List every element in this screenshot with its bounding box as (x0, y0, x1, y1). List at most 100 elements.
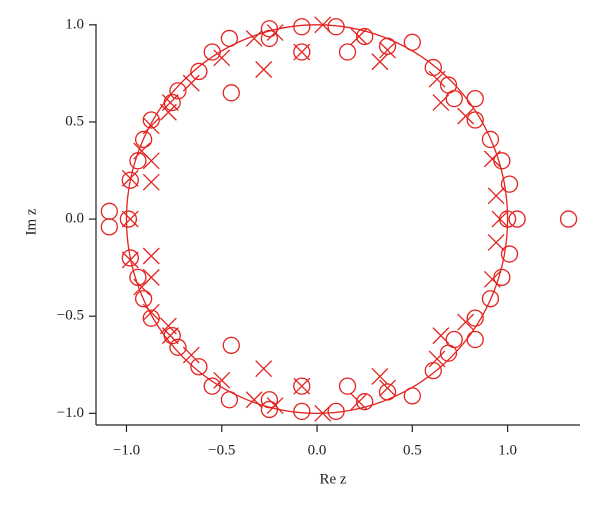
x-tick-label: 0.0 (308, 442, 327, 458)
pole-marker (266, 24, 284, 42)
y-axis-label: Im z (23, 208, 39, 235)
zero-marker (100, 218, 118, 236)
zero-marker (293, 18, 311, 36)
pole-marker (142, 303, 160, 321)
y-tick-label: 0.0 (65, 211, 84, 227)
pole-marker (457, 313, 475, 331)
zero-marker (222, 336, 240, 355)
zero-marker (129, 152, 147, 170)
zero-marker (293, 377, 311, 395)
pole-marker (213, 49, 231, 67)
y-tick-label: 0.5 (65, 113, 84, 129)
zero-marker (260, 29, 279, 48)
zero-marker (403, 387, 421, 405)
y-tick-label: −0.5 (57, 308, 84, 324)
pole-marker (491, 210, 509, 228)
pole-marker (371, 367, 389, 385)
zero-marker (327, 402, 345, 421)
x-tick-label: −1.0 (113, 442, 140, 458)
pole-marker (213, 371, 231, 389)
zero-marker (129, 268, 147, 287)
zero-marker (134, 290, 153, 308)
zero-marker (466, 111, 484, 129)
pole-marker (432, 327, 450, 345)
zero-marker (119, 210, 138, 228)
zero-marker (559, 210, 578, 228)
pole-marker (483, 150, 501, 168)
zero-marker (169, 82, 187, 100)
zero-marker (356, 27, 374, 46)
pole-marker (142, 173, 160, 191)
zero-marker (403, 33, 421, 51)
pole-marker (379, 41, 397, 59)
pole-marker (483, 270, 501, 288)
pole-marker (350, 393, 368, 411)
pole-marker (432, 94, 450, 111)
zero-marker (500, 245, 519, 263)
pole-marker (133, 142, 151, 160)
zero-marker (203, 377, 221, 395)
unit-circle (125, 24, 509, 414)
zero-marker (466, 309, 484, 327)
zero-marker (190, 62, 208, 81)
x-axis-label: Re z (319, 471, 346, 487)
zero-marker (327, 18, 345, 36)
pole-marker (314, 16, 332, 34)
x-tick-label: 1.0 (498, 442, 517, 458)
pole-marker (457, 107, 475, 125)
pole-marker (428, 350, 446, 368)
zero-marker (424, 58, 442, 77)
zero-marker (481, 290, 500, 308)
zero-marker (500, 175, 519, 193)
zero-marker (481, 130, 500, 149)
pole-marker (371, 53, 389, 71)
zero-marker (220, 391, 239, 409)
pole-marker (133, 278, 151, 296)
zero-marker (190, 358, 208, 376)
zero-marker (424, 361, 442, 380)
pole-marker (428, 70, 446, 88)
zero-marker (466, 89, 484, 108)
zero-marker (220, 29, 239, 48)
pole-marker (266, 397, 284, 415)
pole-marker (350, 28, 368, 45)
zero-marker (445, 330, 463, 349)
pole-marker (487, 187, 505, 205)
zero-marker (260, 391, 279, 409)
zero-marker (378, 37, 397, 55)
zero-marker (260, 20, 279, 38)
y-tick-label: 1.0 (65, 16, 84, 32)
pole-marker (182, 346, 200, 364)
pole-marker (255, 61, 273, 78)
pole-marker (182, 74, 200, 92)
y-tick-label: −1.0 (57, 405, 84, 421)
x-tick-label: 0.5 (403, 442, 422, 458)
pole-marker (159, 317, 177, 335)
zero-marker (169, 338, 187, 356)
zero-marker (378, 383, 397, 401)
x-tick-label: −0.5 (208, 442, 235, 458)
zero-marker (338, 43, 357, 61)
zero-marker (163, 326, 181, 345)
zero-marker (356, 393, 374, 411)
zero-marker (100, 202, 118, 220)
zero-marker (121, 171, 139, 189)
zero-marker (222, 84, 240, 102)
pole-marker (142, 247, 160, 265)
zero-marker (445, 89, 463, 108)
pole-marker (161, 94, 179, 111)
pole-marker (142, 117, 160, 135)
pole-marker (159, 103, 177, 121)
pole-marker (121, 169, 139, 187)
pole-marker (161, 327, 179, 345)
zero-marker (121, 249, 139, 267)
zero-marker (142, 111, 160, 129)
zero-marker (466, 330, 484, 349)
pole-marker (121, 210, 139, 228)
zero-marker (293, 43, 311, 61)
pole-marker (293, 43, 311, 61)
zero-marker (338, 377, 357, 395)
pole-marker (293, 377, 311, 395)
zero-marker (134, 130, 153, 149)
pole-marker (314, 404, 332, 422)
